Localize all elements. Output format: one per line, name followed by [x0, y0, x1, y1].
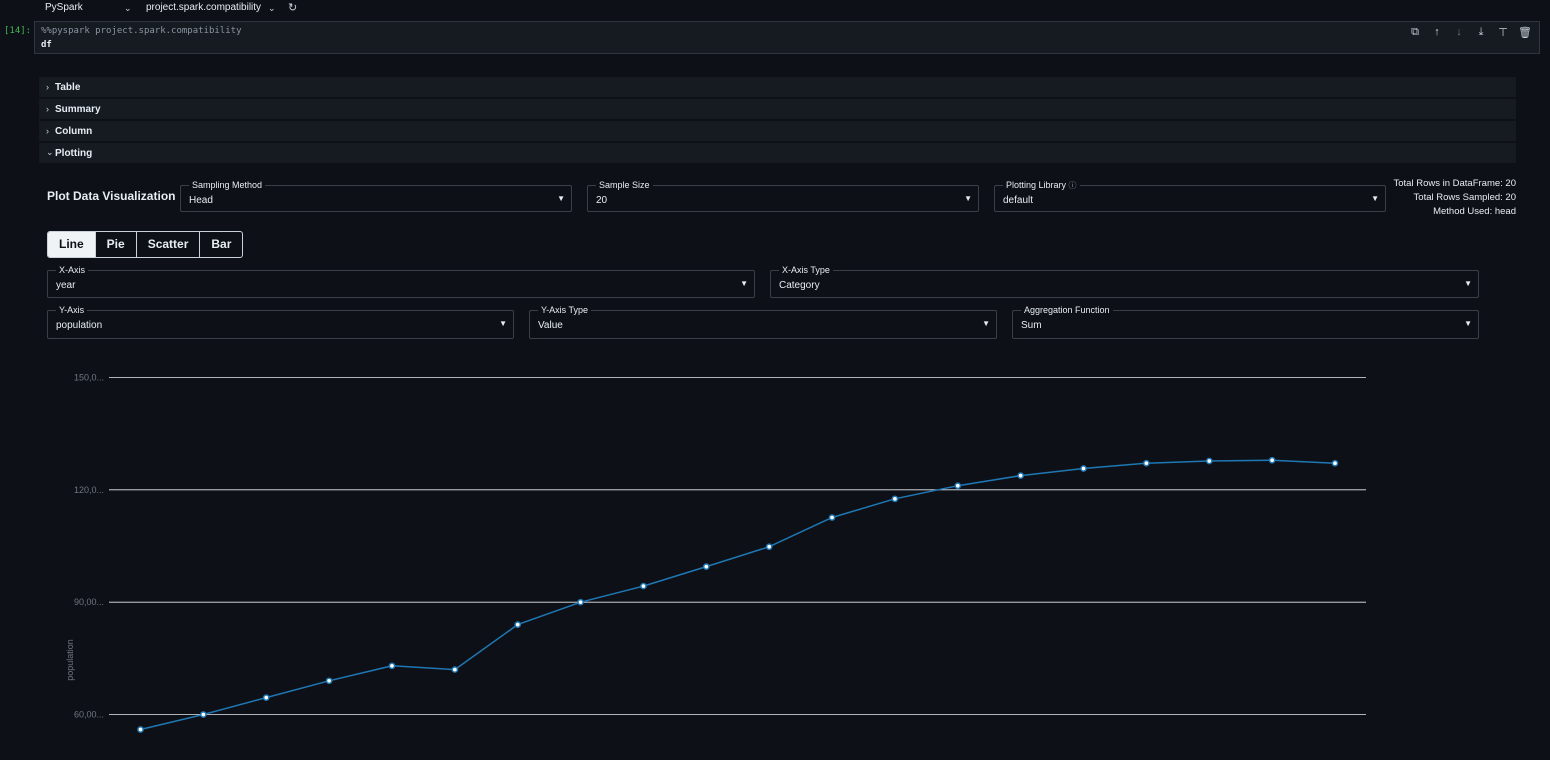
data-point[interactable] — [1080, 465, 1087, 472]
y-axis-type-select[interactable]: Y-Axis Type Value ▼ — [529, 305, 997, 339]
field-value: Head — [189, 195, 213, 206]
x-axis-select[interactable]: X-Axis year ▼ — [47, 265, 755, 298]
insert-below-icon[interactable]: ⤓ — [1478, 25, 1484, 38]
section-label: Column — [55, 126, 93, 137]
data-point[interactable] — [388, 662, 396, 670]
refresh-icon[interactable]: ↻ — [288, 2, 298, 14]
section-label: Plotting — [55, 148, 93, 159]
y-axis-select[interactable]: Y-Axis population ▼ — [47, 305, 514, 339]
series-line — [140, 459, 1336, 731]
move-up-icon[interactable]: ↑ — [1434, 26, 1440, 38]
y-tick-label: 150,0... — [74, 373, 104, 383]
field-label: X-Axis — [56, 265, 89, 275]
section-plotting[interactable]: ⌄ Plotting — [39, 143, 1516, 164]
y-tick-label: 120,0... — [74, 485, 104, 495]
y-tick-label: 60,00... — [74, 710, 104, 720]
line-chart: 150,0... 120,0... 90,00... 60,00... populat… — [65, 373, 1366, 733]
data-point[interactable] — [325, 677, 333, 685]
tab-bar[interactable]: Bar — [211, 237, 232, 251]
code-line[interactable]: %%pyspark project.spark.compatibility — [41, 26, 242, 36]
chevron-right-icon: › — [46, 126, 49, 136]
data-point[interactable] — [1017, 472, 1025, 479]
code-line[interactable]: df — [41, 40, 52, 50]
copy-icon[interactable]: ⧉ — [1411, 25, 1419, 38]
dropdown-arrow-icon: ▼ — [982, 319, 990, 328]
field-value: 20 — [596, 195, 608, 206]
tab-scatter[interactable]: Scatter — [137, 232, 201, 257]
dropdown-arrow-icon: ▼ — [557, 194, 565, 203]
sampling-method-select[interactable]: Sampling Method Head ▼ — [180, 180, 572, 212]
data-point[interactable] — [765, 543, 773, 551]
field-label: Y-Axis — [56, 305, 88, 315]
method-used-text: Method Used: head — [1433, 206, 1516, 217]
section-label: Summary — [55, 104, 101, 115]
data-point[interactable] — [954, 482, 962, 490]
dropdown-arrow-icon: ▼ — [1371, 194, 1379, 203]
data-point[interactable] — [1143, 459, 1150, 467]
dropdown-arrow-icon: ▼ — [499, 319, 507, 328]
data-point[interactable] — [451, 666, 459, 673]
code-cell[interactable]: %%pyspark project.spark.compatibility df… — [34, 21, 1540, 54]
field-label: X-Axis Type — [779, 265, 833, 275]
data-point[interactable] — [702, 563, 710, 570]
execution-count: [14]: — [4, 26, 32, 36]
field-value: Category — [779, 280, 820, 291]
dropdown-arrow-icon: ▼ — [740, 279, 748, 288]
delete-icon[interactable]: 🗑 — [1518, 26, 1532, 39]
cell-toolbar: ⧉ ↑ ↓ ⤓ ⊤ 🗑 — [1407, 25, 1533, 39]
data-point[interactable] — [200, 711, 207, 718]
move-down-icon[interactable]: ↓ — [1456, 26, 1462, 38]
data-point[interactable] — [1205, 457, 1213, 465]
total-rows-text: Total Rows in DataFrame: 20 — [1393, 178, 1517, 189]
field-value: year — [56, 280, 76, 291]
dataframe-info: Total Rows in DataFrame: 20 Total Rows S… — [1394, 177, 1517, 219]
chevron-down-icon[interactable]: ⌄ — [124, 3, 132, 13]
chevron-down-icon[interactable]: ⌄ — [268, 3, 276, 13]
data-point[interactable] — [137, 726, 144, 733]
field-value: population — [56, 320, 103, 331]
field-label: Y-Axis Type — [538, 305, 592, 315]
rows-sampled-text: Total Rows Sampled: 20 — [1413, 192, 1516, 203]
data-point[interactable] — [1268, 456, 1276, 464]
merge-icon[interactable]: ⊤ — [1498, 26, 1508, 39]
tab-pie[interactable]: Pie — [96, 232, 137, 257]
y-axis-label: population — [65, 639, 75, 681]
sample-size-select[interactable]: Sample Size 20 ▼ — [587, 180, 979, 212]
field-value: default — [1003, 195, 1034, 206]
data-point[interactable] — [1331, 459, 1339, 467]
kernel-select[interactable]: PySpark — [45, 2, 83, 13]
section-summary[interactable]: › Summary — [39, 99, 1516, 120]
chevron-right-icon: › — [46, 104, 49, 114]
dropdown-arrow-icon: ▼ — [1464, 279, 1472, 288]
field-label: Aggregation Function — [1021, 305, 1113, 315]
chevron-right-icon: › — [46, 82, 49, 92]
chart-type-tabs: Line Pie Scatter Bar — [47, 231, 244, 258]
field-label: Sampling Method — [189, 180, 266, 190]
x-axis-type-select[interactable]: X-Axis Type Category ▼ — [770, 265, 1479, 298]
data-point[interactable] — [577, 598, 584, 606]
field-value: Value — [538, 320, 563, 331]
tab-line[interactable]: Line — [48, 232, 96, 257]
chevron-down-icon: ⌄ — [46, 147, 54, 157]
project-select[interactable]: project.spark.compatibility — [146, 2, 262, 13]
data-point[interactable] — [262, 694, 270, 701]
dropdown-arrow-icon: ▼ — [1464, 319, 1472, 328]
plot-title: Plot Data Visualization — [47, 189, 176, 203]
kernel-toolbar: PySpark ⌄ project.spark.compatibility ⌄ … — [0, 0, 1550, 18]
aggregation-function-select[interactable]: Aggregation Function Sum ▼ — [1012, 305, 1479, 339]
field-value: Sum — [1021, 320, 1042, 331]
field-label: Plotting Library ⓘ — [1003, 180, 1080, 191]
y-tick-label: 90,00... — [74, 597, 104, 607]
data-point[interactable] — [891, 495, 899, 503]
data-point[interactable] — [514, 621, 522, 628]
section-label: Table — [55, 82, 81, 93]
dropdown-arrow-icon: ▼ — [964, 194, 972, 203]
plotting-library-select[interactable]: Plotting Library ⓘ default ▼ — [994, 180, 1386, 212]
field-label: Sample Size — [596, 180, 653, 190]
data-point[interactable] — [640, 582, 647, 590]
help-icon[interactable]: ⓘ — [1068, 181, 1077, 190]
section-table[interactable]: › Table — [39, 77, 1516, 98]
data-point[interactable] — [828, 514, 836, 521]
section-column[interactable]: › Column — [39, 121, 1516, 142]
